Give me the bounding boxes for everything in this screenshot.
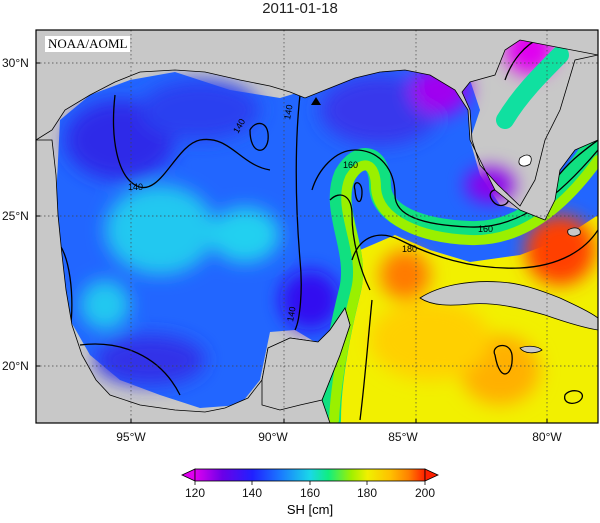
contour-140-west — [112, 94, 271, 189]
colorbar-tick: 160 — [300, 486, 320, 500]
bahamas — [567, 227, 581, 237]
longitude-label: 95°W — [116, 430, 146, 444]
colorbar-gradient — [194, 468, 426, 482]
longitude-label: 80°W — [532, 430, 562, 444]
contour-label: 140 — [285, 306, 297, 323]
latitude-label: 25°N — [2, 209, 29, 223]
latitude-label: 20°N — [2, 359, 29, 373]
contour-140-loop — [249, 122, 269, 151]
contour-label: 180 — [402, 244, 417, 254]
contour-160-inner — [329, 194, 371, 291]
contour-label: 160 — [343, 160, 358, 170]
contour-label: 140 — [128, 182, 143, 192]
contour-eddy-2 — [353, 182, 363, 203]
contour-label: 160 — [478, 224, 493, 234]
land-masses — [36, 30, 598, 423]
contour-eddy-3 — [493, 344, 513, 375]
colorbar-tick: 200 — [415, 486, 435, 500]
colorbar-min-arrow — [181, 468, 196, 482]
cuba — [419, 281, 598, 331]
contour-eddy-4 — [564, 390, 583, 404]
jamaica — [519, 345, 543, 354]
map-title: 2011-01-18 — [262, 0, 338, 17]
map-frame — [35, 29, 599, 424]
colorbar-tick: 120 — [185, 486, 205, 500]
longitude-label: 90°W — [258, 430, 288, 444]
contour-180-south — [359, 299, 373, 421]
contour-180 — [351, 229, 598, 269]
us-gulf-coast — [36, 30, 598, 221]
contour-label: 140 — [282, 104, 294, 121]
colorbar-tick: 140 — [242, 486, 262, 500]
colorbar-max-arrow — [424, 468, 439, 482]
colorbar-tick: 180 — [357, 486, 377, 500]
contour-140-south — [79, 343, 181, 396]
station-marker — [311, 97, 321, 105]
contour-140-central — [294, 94, 302, 331]
latitude-label: 30°N — [2, 56, 29, 70]
colorbar: 120 140 160 180 200 — [181, 468, 439, 500]
graticule — [36, 30, 598, 423]
colorbar-label: SH [cm] — [286, 502, 334, 517]
longitude-label: 85°W — [388, 430, 418, 444]
agency-label: NOAA/AOML — [45, 36, 131, 52]
sea-height-shading — [65, 30, 595, 405]
